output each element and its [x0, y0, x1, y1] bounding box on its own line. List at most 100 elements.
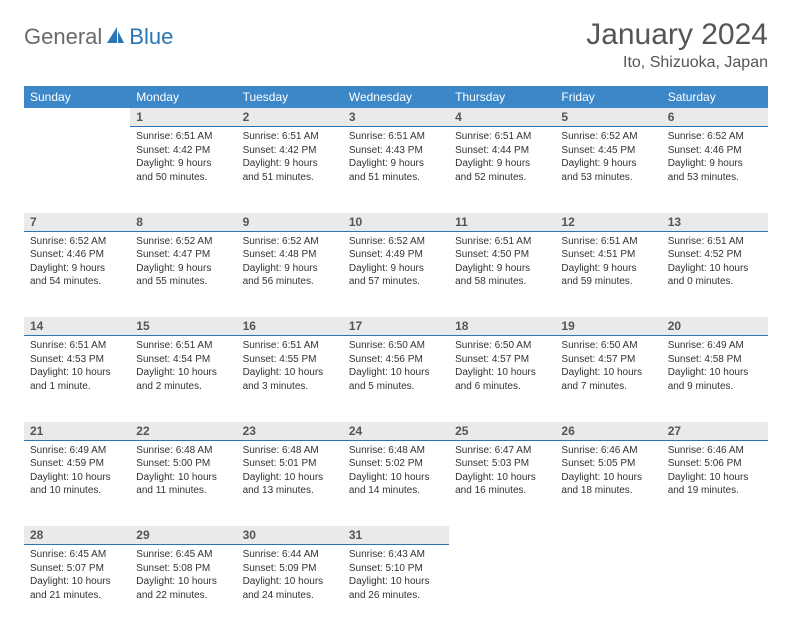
sunset-line: Sunset: 4:58 PM [668, 353, 762, 367]
logo-text-general: General [24, 24, 102, 50]
day-header: Thursday [449, 86, 555, 108]
sunrise-line: Sunrise: 6:49 AM [668, 339, 762, 353]
sunrise-line: Sunrise: 6:44 AM [243, 548, 337, 562]
sunrise-line: Sunrise: 6:43 AM [349, 548, 443, 562]
day-content-cell: Sunrise: 6:44 AMSunset: 5:09 PMDaylight:… [237, 545, 343, 631]
daylight-line: Daylight: 10 hours and 0 minutes. [668, 262, 762, 289]
day-number-cell: 14 [24, 317, 130, 336]
day-content-cell [449, 545, 555, 631]
day-number-cell: 26 [555, 422, 661, 441]
sunset-line: Sunset: 5:00 PM [136, 457, 230, 471]
logo-sail-icon [105, 25, 125, 50]
day-content-cell: Sunrise: 6:47 AMSunset: 5:03 PMDaylight:… [449, 440, 555, 526]
title-block: January 2024 Ito, Shizuoka, Japan [586, 18, 768, 72]
day-content-cell: Sunrise: 6:51 AMSunset: 4:50 PMDaylight:… [449, 231, 555, 317]
sunrise-line: Sunrise: 6:48 AM [136, 444, 230, 458]
sunrise-line: Sunrise: 6:50 AM [561, 339, 655, 353]
daylight-line: Daylight: 9 hours and 56 minutes. [243, 262, 337, 289]
daylight-line: Daylight: 10 hours and 10 minutes. [30, 471, 124, 498]
daylight-line: Daylight: 10 hours and 13 minutes. [243, 471, 337, 498]
day-content-cell: Sunrise: 6:51 AMSunset: 4:52 PMDaylight:… [662, 231, 768, 317]
day-number-cell [24, 108, 130, 127]
sunset-line: Sunset: 4:49 PM [349, 248, 443, 262]
day-content-cell: Sunrise: 6:45 AMSunset: 5:07 PMDaylight:… [24, 545, 130, 631]
daylight-line: Daylight: 9 hours and 57 minutes. [349, 262, 443, 289]
day-number-cell: 23 [237, 422, 343, 441]
sunset-line: Sunset: 4:47 PM [136, 248, 230, 262]
day-header: Tuesday [237, 86, 343, 108]
sunrise-line: Sunrise: 6:45 AM [30, 548, 124, 562]
sunrise-line: Sunrise: 6:52 AM [349, 235, 443, 249]
logo: General Blue [24, 24, 173, 50]
sunrise-line: Sunrise: 6:51 AM [455, 235, 549, 249]
day-number-cell: 21 [24, 422, 130, 441]
daylight-line: Daylight: 9 hours and 53 minutes. [561, 157, 655, 184]
sunset-line: Sunset: 4:59 PM [30, 457, 124, 471]
sunset-line: Sunset: 4:52 PM [668, 248, 762, 262]
day-content-cell: Sunrise: 6:46 AMSunset: 5:05 PMDaylight:… [555, 440, 661, 526]
day-number-cell: 3 [343, 108, 449, 127]
day-content-cell: Sunrise: 6:51 AMSunset: 4:51 PMDaylight:… [555, 231, 661, 317]
day-number-cell: 7 [24, 213, 130, 232]
day-content-cell: Sunrise: 6:45 AMSunset: 5:08 PMDaylight:… [130, 545, 236, 631]
day-header: Monday [130, 86, 236, 108]
sunset-line: Sunset: 4:57 PM [455, 353, 549, 367]
day-number-row: 14151617181920 [24, 317, 768, 336]
sunrise-line: Sunrise: 6:52 AM [561, 130, 655, 144]
day-content-cell: Sunrise: 6:49 AMSunset: 4:59 PMDaylight:… [24, 440, 130, 526]
sunrise-line: Sunrise: 6:47 AM [455, 444, 549, 458]
day-header: Friday [555, 86, 661, 108]
day-content-cell: Sunrise: 6:51 AMSunset: 4:43 PMDaylight:… [343, 127, 449, 213]
daylight-line: Daylight: 10 hours and 16 minutes. [455, 471, 549, 498]
daylight-line: Daylight: 9 hours and 58 minutes. [455, 262, 549, 289]
day-number-cell: 12 [555, 213, 661, 232]
sunset-line: Sunset: 4:43 PM [349, 144, 443, 158]
daylight-line: Daylight: 10 hours and 26 minutes. [349, 575, 443, 602]
day-number-cell: 19 [555, 317, 661, 336]
daylight-line: Daylight: 10 hours and 3 minutes. [243, 366, 337, 393]
sunrise-line: Sunrise: 6:51 AM [243, 130, 337, 144]
day-content-cell: Sunrise: 6:51 AMSunset: 4:42 PMDaylight:… [130, 127, 236, 213]
sunset-line: Sunset: 5:03 PM [455, 457, 549, 471]
sunrise-line: Sunrise: 6:52 AM [136, 235, 230, 249]
day-number-cell: 17 [343, 317, 449, 336]
sunrise-line: Sunrise: 6:46 AM [561, 444, 655, 458]
day-number-cell: 18 [449, 317, 555, 336]
day-content-cell: Sunrise: 6:46 AMSunset: 5:06 PMDaylight:… [662, 440, 768, 526]
sunrise-line: Sunrise: 6:51 AM [349, 130, 443, 144]
day-header: Saturday [662, 86, 768, 108]
day-content-cell [555, 545, 661, 631]
daylight-line: Daylight: 10 hours and 19 minutes. [668, 471, 762, 498]
day-content-cell: Sunrise: 6:51 AMSunset: 4:44 PMDaylight:… [449, 127, 555, 213]
daylight-line: Daylight: 9 hours and 59 minutes. [561, 262, 655, 289]
day-content-cell: Sunrise: 6:52 AMSunset: 4:49 PMDaylight:… [343, 231, 449, 317]
day-content-cell: Sunrise: 6:52 AMSunset: 4:45 PMDaylight:… [555, 127, 661, 213]
header: General Blue January 2024 Ito, Shizuoka,… [24, 18, 768, 72]
sunrise-line: Sunrise: 6:49 AM [30, 444, 124, 458]
daylight-line: Daylight: 9 hours and 51 minutes. [243, 157, 337, 184]
sunset-line: Sunset: 4:42 PM [243, 144, 337, 158]
day-content-cell: Sunrise: 6:52 AMSunset: 4:46 PMDaylight:… [662, 127, 768, 213]
day-number-cell: 6 [662, 108, 768, 127]
sunset-line: Sunset: 5:10 PM [349, 562, 443, 576]
daylight-line: Daylight: 9 hours and 52 minutes. [455, 157, 549, 184]
calendar-body: 123456Sunrise: 6:51 AMSunset: 4:42 PMDay… [24, 108, 768, 631]
sunrise-line: Sunrise: 6:50 AM [349, 339, 443, 353]
day-content-row: Sunrise: 6:51 AMSunset: 4:42 PMDaylight:… [24, 127, 768, 213]
sunset-line: Sunset: 5:09 PM [243, 562, 337, 576]
sunset-line: Sunset: 4:55 PM [243, 353, 337, 367]
day-content-cell [662, 545, 768, 631]
day-number-cell: 24 [343, 422, 449, 441]
day-number-cell: 30 [237, 526, 343, 545]
daylight-line: Daylight: 10 hours and 18 minutes. [561, 471, 655, 498]
sunrise-line: Sunrise: 6:51 AM [136, 339, 230, 353]
sunrise-line: Sunrise: 6:51 AM [561, 235, 655, 249]
sunset-line: Sunset: 4:44 PM [455, 144, 549, 158]
sunset-line: Sunset: 5:05 PM [561, 457, 655, 471]
day-number-cell: 31 [343, 526, 449, 545]
day-number-cell: 15 [130, 317, 236, 336]
day-number-cell [449, 526, 555, 545]
sunset-line: Sunset: 4:56 PM [349, 353, 443, 367]
day-number-row: 28293031 [24, 526, 768, 545]
day-number-cell: 11 [449, 213, 555, 232]
